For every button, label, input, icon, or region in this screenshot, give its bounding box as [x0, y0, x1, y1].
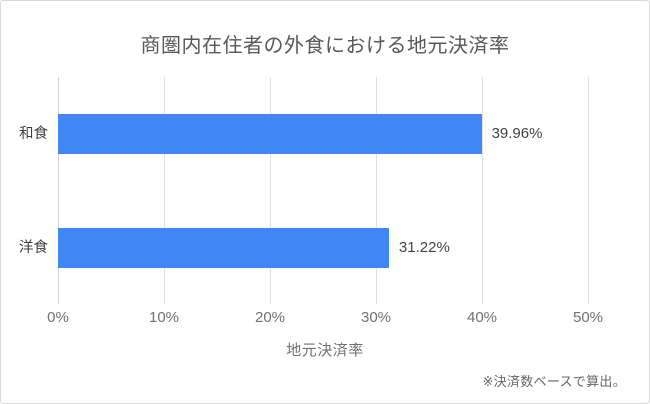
x-tick-30pct: 30% — [360, 309, 392, 326]
chart-title: 商圏内在住者の外食における地元決済率 — [140, 35, 510, 57]
bar-yoshoku — [58, 228, 389, 268]
category-label: 洋食 — [19, 240, 48, 256]
x-tick-20pct: 20% — [254, 309, 286, 326]
x-tick-0pct: 0% — [47, 309, 69, 326]
bar-row-washoku: 和食 39.96% — [19, 114, 588, 154]
x-tick-50pct: 50% — [572, 309, 604, 326]
value-label: 39.96% — [491, 125, 543, 142]
gridline-30pct — [376, 77, 377, 304]
category-label: 和食 — [19, 126, 48, 142]
value-label: 31.22% — [398, 239, 450, 256]
x-tick-10pct: 10% — [148, 309, 180, 326]
gridline-20pct — [270, 77, 271, 304]
plot-area: 和食 39.96% 洋食 31.22% 0% 10% 20% 30% 40% 5… — [19, 77, 603, 326]
bar-washoku — [58, 114, 482, 154]
footnote: ※決済数ベースで算出。 — [482, 374, 626, 389]
bar-row-yoshoku: 洋食 31.22% — [19, 228, 588, 268]
gridline-10pct — [164, 77, 165, 304]
x-axis-title: 地元決済率 — [286, 342, 364, 359]
x-tick-40pct: 40% — [466, 309, 498, 326]
gridline-0pct — [58, 77, 59, 304]
gridline-50pct — [588, 77, 589, 304]
gridline-40pct — [482, 77, 483, 304]
